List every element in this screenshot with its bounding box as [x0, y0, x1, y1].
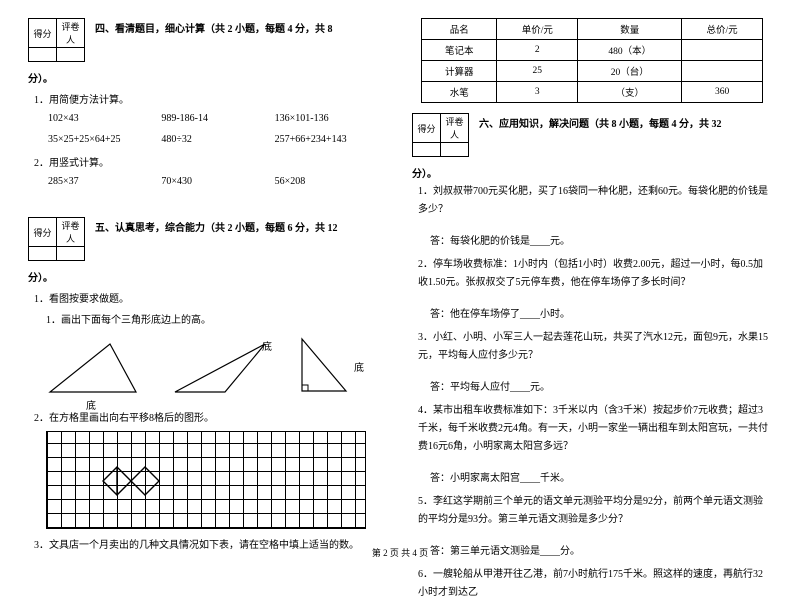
section-5-header: 得分 评卷人 五、认真思考，综合能力（共 2 小题，每题 6 分，共 12	[28, 217, 388, 261]
expr-row-2: 35×25+25×64+25 480÷32 257+66+234+143	[48, 134, 388, 145]
triangle-2: 底	[173, 340, 268, 398]
td: 25	[497, 61, 578, 82]
a6-2: 答：他在停车场停了____小时。	[430, 306, 772, 324]
q6-1: 1．刘叔叔带700元买化肥，买了16袋同一种化肥，还剩60元。每袋化肥的价钱是多…	[418, 183, 772, 219]
table-row: 水笔 3 （支） 360	[422, 82, 763, 103]
expr-row-3: 285×37 70×430 56×208	[48, 176, 388, 187]
q4-1: 1．用简便方法计算。	[34, 92, 388, 109]
grader-label: 评卷人	[57, 218, 85, 247]
expr: 56×208	[275, 176, 388, 187]
stationery-table: 品名 单价/元 数量 总价/元 笔记本 2 480（本） 计算器 25 20（台…	[421, 18, 763, 103]
td: 2	[497, 40, 578, 61]
grader-label: 评卷人	[441, 114, 469, 143]
expr: 257+66+234+143	[275, 134, 388, 145]
grid-shape-icon	[47, 432, 367, 530]
page-footer: 第 2 页 共 4 页	[0, 546, 800, 559]
triangle-3: 底	[298, 335, 358, 398]
td	[682, 61, 763, 82]
expr: 102×43	[48, 113, 161, 124]
right-column: 品名 单价/元 数量 总价/元 笔记本 2 480（本） 计算器 25 20（台…	[412, 18, 772, 538]
section-6-title: 六、应用知识，解决问题（共 8 小题，每题 4 分，共 32	[479, 113, 722, 133]
q6-4: 4．某市出租车收费标准如下：3千米以内（含3千米）按起步价7元收费；超过3千米，…	[418, 402, 772, 456]
td: 笔记本	[422, 40, 497, 61]
grader-blank	[441, 143, 469, 157]
grader-blank	[57, 48, 85, 62]
q5-2: 2．在方格里画出向右平移8格后的图形。	[34, 410, 388, 427]
grader-label: 评卷人	[57, 19, 85, 48]
triangle-icon	[48, 340, 143, 395]
translate-grid	[46, 431, 366, 529]
q6-6: 6．一艘轮船从甲港开往乙港，前7小时航行175千米。照这样的速度，再航行32小时…	[418, 566, 772, 602]
score-label: 得分	[413, 114, 441, 143]
q6-3: 3．小红、小明、小军三人一起去莲花山玩，共买了汽水12元，面包9元，水果15元，…	[418, 329, 772, 365]
triangle-icon	[173, 340, 268, 395]
section-6-header: 得分 评卷人 六、应用知识，解决问题（共 8 小题，每题 4 分，共 32	[412, 113, 772, 157]
table-row: 笔记本 2 480（本）	[422, 40, 763, 61]
base-label: 底	[86, 397, 96, 412]
th: 数量	[578, 19, 682, 40]
score-box: 得分 评卷人	[28, 217, 85, 261]
q5-1: 1．看图按要求做题。	[34, 291, 388, 308]
base-label: 底	[354, 359, 364, 374]
td: 3	[497, 82, 578, 103]
section-4-title: 四、看清题目，细心计算（共 2 小题，每题 4 分，共 8	[95, 18, 333, 38]
th: 单价/元	[497, 19, 578, 40]
a6-1: 答：每袋化肥的价钱是____元。	[430, 233, 772, 251]
score-blank	[413, 143, 441, 157]
section-5-title: 五、认真思考，综合能力（共 2 小题，每题 6 分，共 12	[95, 217, 338, 237]
score-box: 得分 评卷人	[412, 113, 469, 157]
expr: 480÷32	[161, 134, 274, 145]
expr-row-1: 102×43 989-186-14 136×101-136	[48, 113, 388, 124]
score-label: 得分	[29, 218, 57, 247]
td: 水笔	[422, 82, 497, 103]
expr: 35×25+25×64+25	[48, 134, 161, 145]
td	[682, 40, 763, 61]
q6-2: 2．停车场收费标准：1小时内（包括1小时）收费2.00元，超过一小时，每0.5加…	[418, 256, 772, 292]
expr: 989-186-14	[161, 113, 274, 124]
q5-1a: 1．画出下面每个三角形底边上的高。	[46, 312, 388, 329]
section-5-title-cont: 分）。	[28, 267, 388, 287]
expr: 70×430	[161, 176, 274, 187]
score-box: 得分 评卷人	[28, 18, 85, 62]
section-4-header: 得分 评卷人 四、看清题目，细心计算（共 2 小题，每题 4 分，共 8	[28, 18, 388, 62]
td: 计算器	[422, 61, 497, 82]
section-4-title-cont: 分）。	[28, 68, 388, 88]
td: 360	[682, 82, 763, 103]
triangle-1: 底	[48, 340, 143, 398]
left-column: 得分 评卷人 四、看清题目，细心计算（共 2 小题，每题 4 分，共 8 分）。…	[28, 18, 388, 538]
td: （支）	[578, 82, 682, 103]
th: 品名	[422, 19, 497, 40]
td: 20（台）	[578, 61, 682, 82]
q4-2: 2．用竖式计算。	[34, 155, 388, 172]
score-label: 得分	[29, 19, 57, 48]
triangles-row: 底 底 底	[48, 335, 388, 398]
expr: 285×37	[48, 176, 161, 187]
table-row: 品名 单价/元 数量 总价/元	[422, 19, 763, 40]
th: 总价/元	[682, 19, 763, 40]
a6-3: 答：平均每人应付____元。	[430, 379, 772, 397]
table-row: 计算器 25 20（台）	[422, 61, 763, 82]
q6-5: 5．李红这学期前三个单元的语文单元测验平均分是92分，前两个单元语文测验的平均分…	[418, 493, 772, 529]
score-blank	[29, 48, 57, 62]
expr: 136×101-136	[275, 113, 388, 124]
grader-blank	[57, 247, 85, 261]
triangle-icon	[298, 335, 358, 395]
a6-4: 答：小明家离太阳宫____千米。	[430, 470, 772, 488]
score-blank	[29, 247, 57, 261]
base-label: 底	[262, 338, 272, 353]
section-6-title-cont: 分）。	[412, 163, 772, 183]
td: 480（本）	[578, 40, 682, 61]
